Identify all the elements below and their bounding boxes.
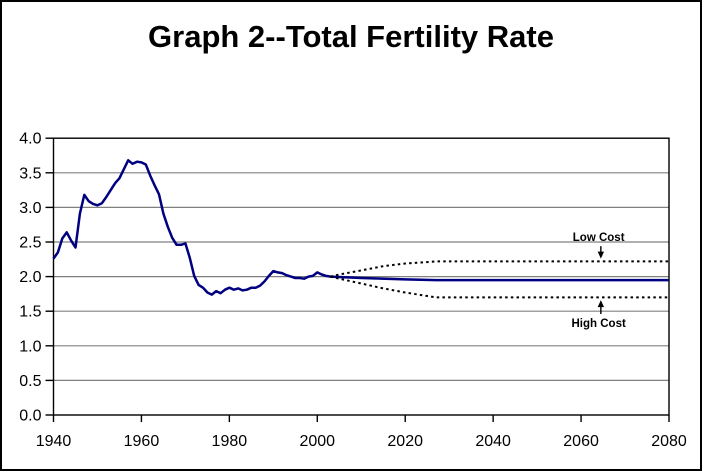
x-tick-label: 1940: [36, 433, 72, 450]
high-cost-annotation-arrowhead: [597, 300, 605, 308]
x-tick-label: 2000: [299, 433, 335, 450]
y-tick-label: 4.0: [19, 131, 41, 148]
x-tick-label: 2020: [387, 433, 423, 450]
chart-title: Graph 2--Total Fertility Rate: [148, 19, 554, 54]
series-low-cost: [330, 260, 669, 278]
low-cost-annotation-arrowhead: [597, 251, 605, 259]
y-tick-label: 1.5: [19, 304, 41, 321]
y-tick-label: 0.0: [19, 408, 41, 425]
series-high-cost: [330, 275, 669, 299]
y-tick-label: 0.5: [19, 373, 41, 390]
x-tick-label: 2040: [475, 433, 511, 450]
y-tick-label: 1.0: [19, 338, 41, 355]
high-cost-annotation-label: High Cost: [572, 318, 626, 330]
y-tick-label: 2.0: [19, 269, 41, 286]
y-tick-label: 3.0: [19, 200, 41, 217]
y-tick-label: 3.5: [19, 165, 41, 182]
series-total-fertility-rate: [52, 159, 669, 296]
y-tick-label: 2.5: [19, 235, 41, 252]
x-tick-label: 2080: [651, 433, 687, 450]
x-tick-label: 2060: [563, 433, 599, 450]
low-cost-annotation-label: Low Cost: [573, 232, 625, 244]
x-tick-label: 1980: [212, 433, 248, 450]
x-tick-label: 1960: [124, 433, 160, 450]
